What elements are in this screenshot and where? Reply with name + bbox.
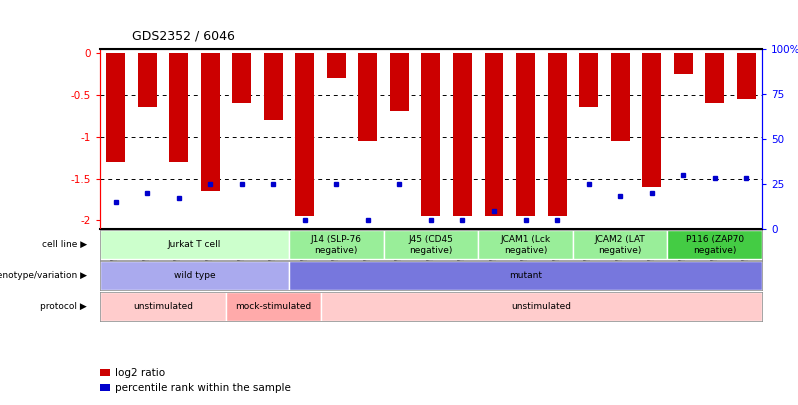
Bar xyxy=(226,292,321,321)
Text: P116 (ZAP70
negative): P116 (ZAP70 negative) xyxy=(685,235,744,254)
Text: cell line ▶: cell line ▶ xyxy=(42,240,87,249)
Text: protocol ▶: protocol ▶ xyxy=(41,302,87,311)
Text: log2 ratio: log2 ratio xyxy=(115,368,165,378)
Bar xyxy=(106,53,125,162)
Bar xyxy=(547,53,567,216)
Bar xyxy=(579,53,598,107)
Text: JCAM2 (LAT
negative): JCAM2 (LAT negative) xyxy=(595,235,646,254)
Text: percentile rank within the sample: percentile rank within the sample xyxy=(115,382,290,392)
Bar xyxy=(478,230,573,259)
Text: mutant: mutant xyxy=(509,271,542,280)
Text: JCAM1 (Lck
negative): JCAM1 (Lck negative) xyxy=(500,235,551,254)
Bar xyxy=(358,53,377,141)
Bar xyxy=(453,53,472,216)
Text: genotype/variation ▶: genotype/variation ▶ xyxy=(0,271,87,280)
Bar xyxy=(674,53,693,74)
Bar xyxy=(384,230,478,259)
Text: GDS2352 / 6046: GDS2352 / 6046 xyxy=(132,30,235,43)
Text: unstimulated: unstimulated xyxy=(512,302,571,311)
Bar xyxy=(642,53,662,187)
Bar xyxy=(484,53,504,216)
Bar xyxy=(705,53,725,103)
Bar xyxy=(321,292,762,321)
Text: Jurkat T cell: Jurkat T cell xyxy=(168,240,221,249)
Bar xyxy=(289,230,384,259)
Bar xyxy=(100,384,109,391)
Text: J45 (CD45
negative): J45 (CD45 negative) xyxy=(409,235,453,254)
Bar xyxy=(100,230,289,259)
Bar xyxy=(516,53,535,216)
Text: mock-stimulated: mock-stimulated xyxy=(235,302,311,311)
Bar xyxy=(289,261,762,290)
Bar xyxy=(573,230,667,259)
Text: wild type: wild type xyxy=(173,271,215,280)
Bar xyxy=(100,292,226,321)
Bar xyxy=(264,53,282,120)
Bar xyxy=(100,369,109,376)
Text: J14 (SLP-76
negative): J14 (SLP-76 negative) xyxy=(310,235,361,254)
Bar xyxy=(295,53,314,216)
Bar xyxy=(667,230,762,259)
Bar xyxy=(610,53,630,141)
Bar xyxy=(100,261,289,290)
Bar xyxy=(137,53,156,107)
Text: unstimulated: unstimulated xyxy=(132,302,193,311)
Bar xyxy=(421,53,440,216)
Bar xyxy=(169,53,188,162)
Bar xyxy=(200,53,219,191)
Bar xyxy=(327,53,346,78)
Bar xyxy=(232,53,251,103)
Bar xyxy=(737,53,756,99)
Bar xyxy=(390,53,409,111)
